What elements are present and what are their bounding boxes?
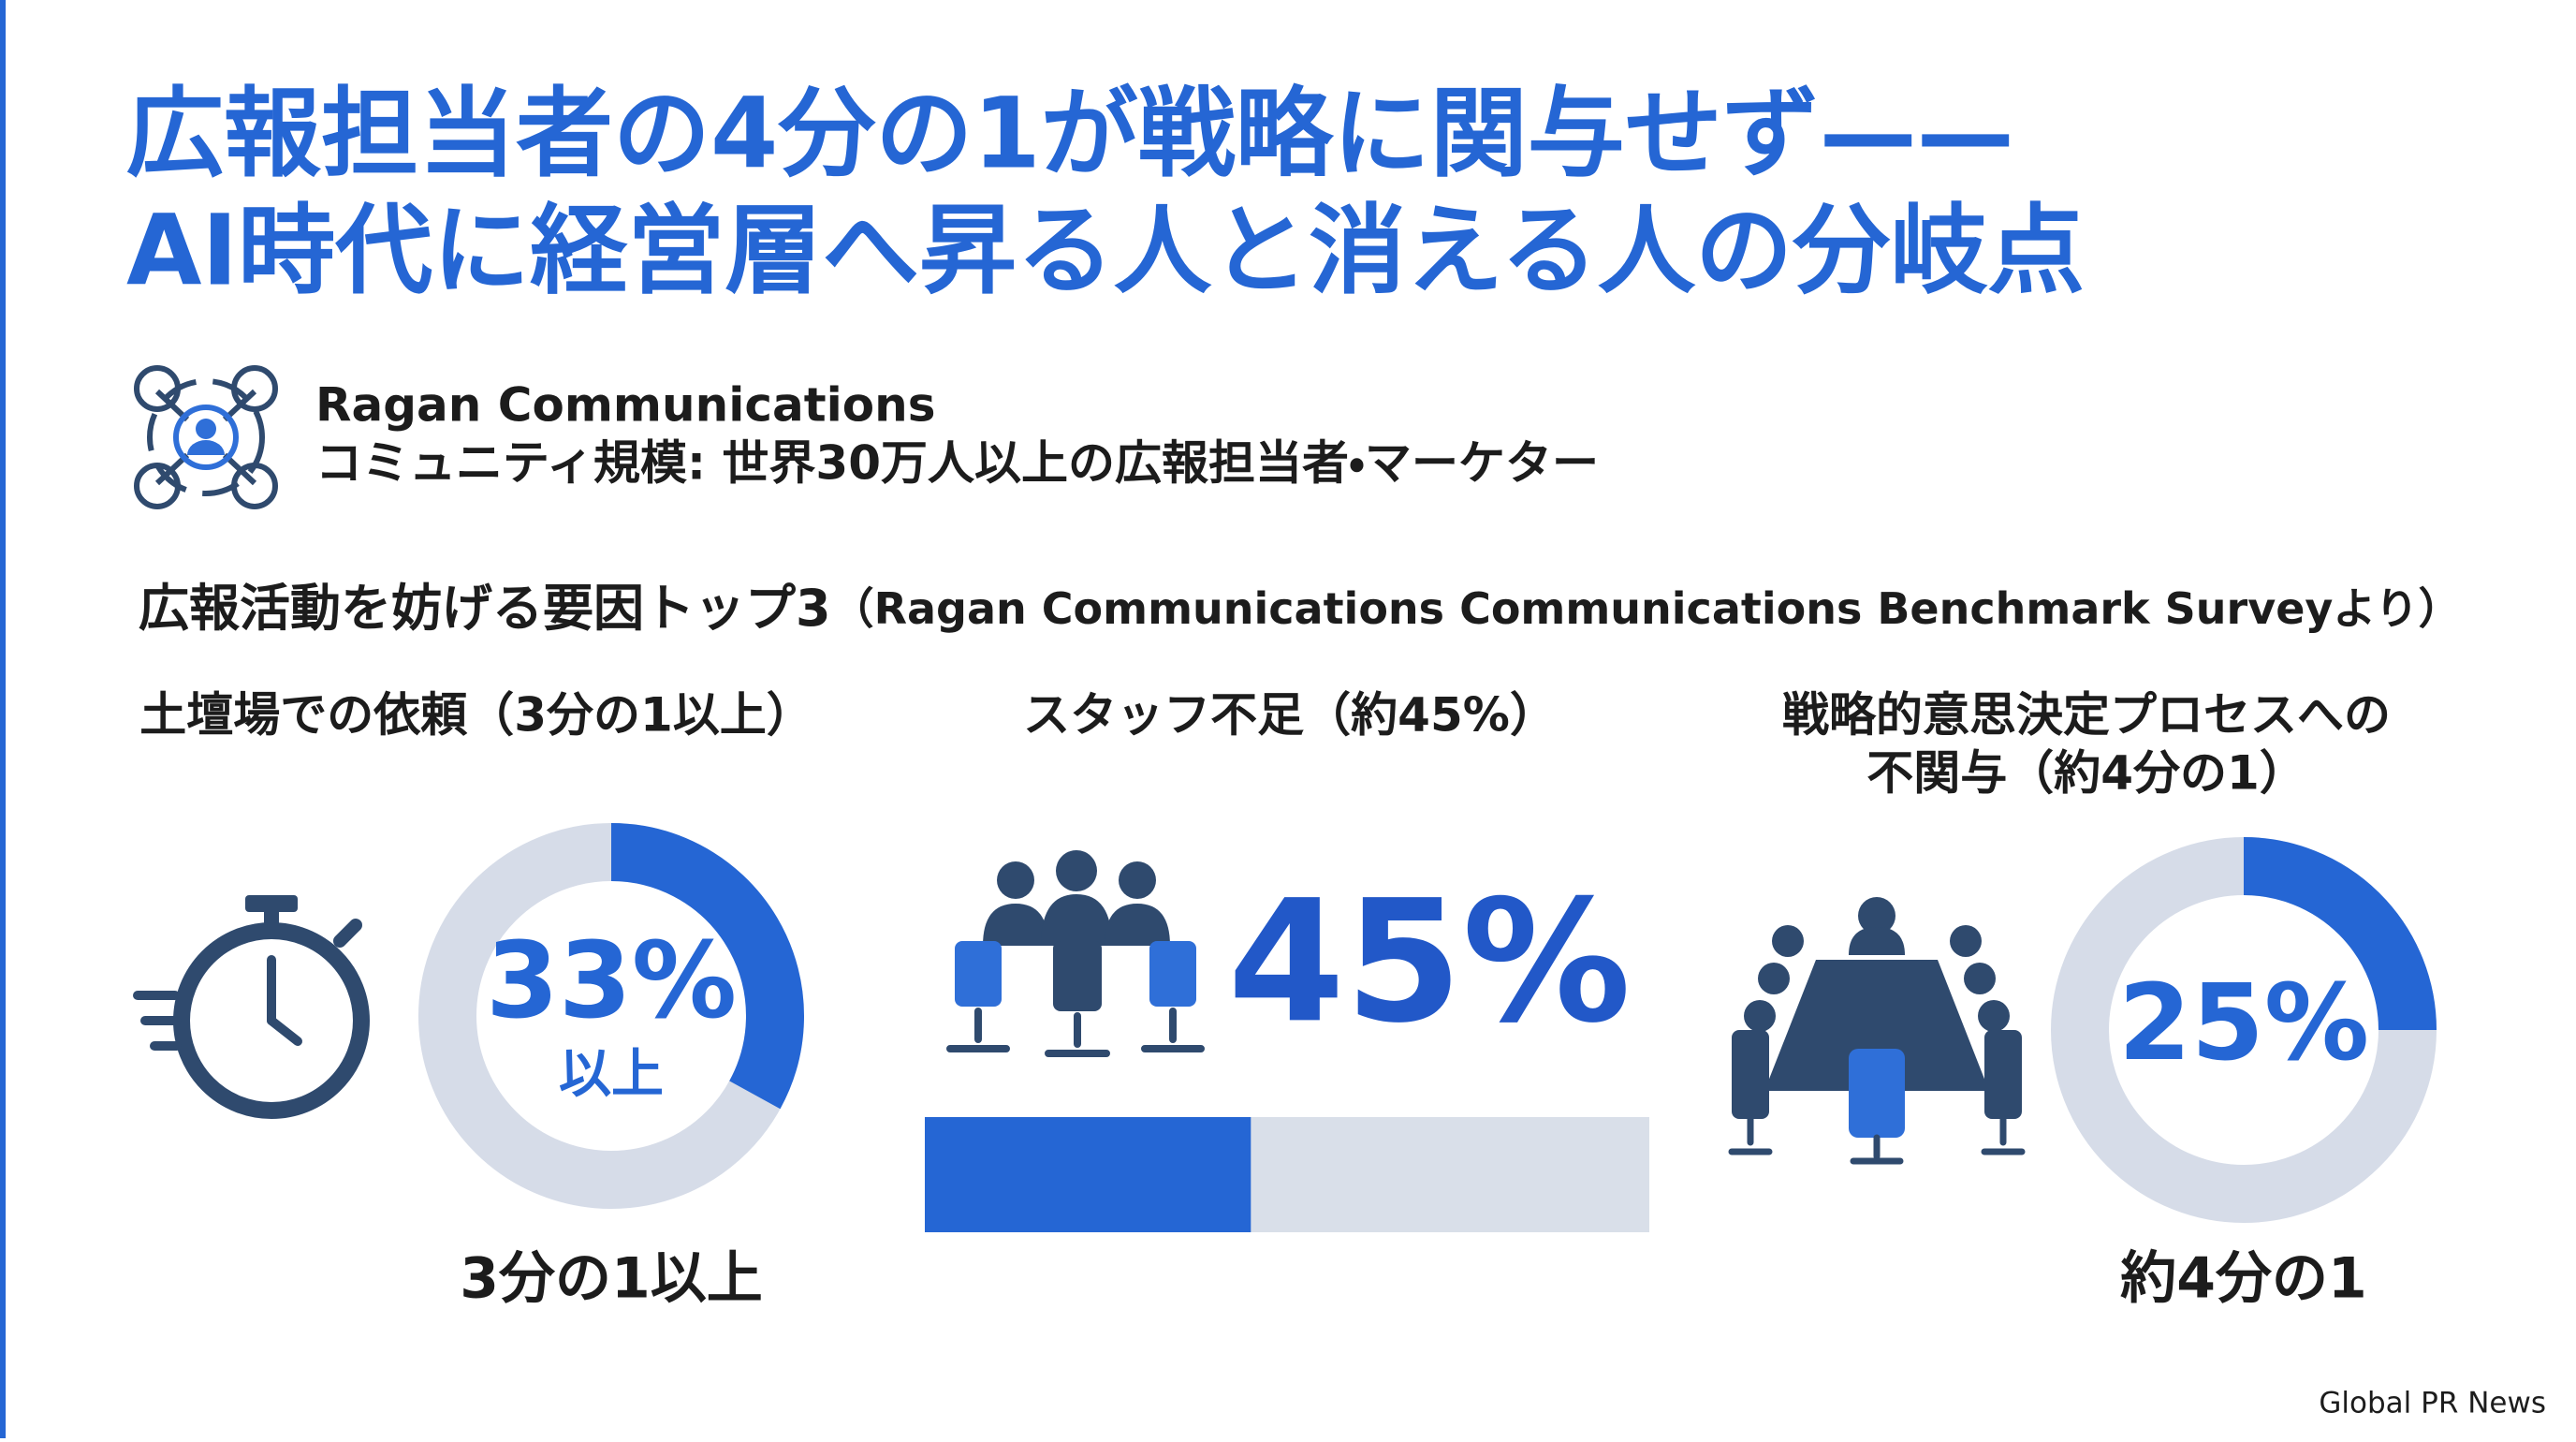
bar-value: 45%: [1228, 864, 1632, 1060]
donut-arc: [2243, 837, 2437, 1031]
donut-sublabel: 以上: [559, 1044, 664, 1105]
bar-fill: [925, 1117, 1251, 1232]
icon-person: [196, 419, 216, 439]
item-label: 戦略的意思決定プロセスへの: [1782, 688, 2391, 743]
title-line: 広報担当者の4分の1が戦略に関与せず——: [126, 76, 2014, 190]
donut-value: 33%: [486, 920, 737, 1042]
footer-credit: Global PR News: [2319, 1387, 2546, 1420]
source-name: Ragan Communications: [315, 378, 935, 433]
donut-value: 25%: [2118, 963, 2369, 1084]
item-label: 土壇場での依頼（3分の1以上）: [139, 688, 813, 743]
stopwatch-icon: [133, 895, 370, 1119]
donut-arc: [610, 823, 804, 1110]
left-border: [0, 0, 6, 1438]
donut-caption: 3分の1以上: [460, 1246, 763, 1312]
staff-icon: [946, 850, 1205, 1057]
item-label: スタッフ不足（約45%）: [1023, 688, 1557, 743]
community-icon: [134, 365, 278, 509]
item-label: 不関与（約4分の1）: [1866, 746, 2306, 801]
section-title: 広報活動を妨げる要因トップ3: [139, 579, 831, 638]
section-heading: 広報活動を妨げる要因トップ3（Ragan Communications Comm…: [139, 579, 2461, 638]
meeting-icon: [1728, 897, 2026, 1165]
donut-caption: 約4分の1: [2120, 1246, 2367, 1312]
title-line: AI時代に経営層へ昇る人と消える人の分岐点: [126, 193, 2085, 307]
section-note: （Ragan Communications Communications Ben…: [831, 583, 2462, 634]
source-description: コミュニティ規模: 世界30万人以上の広報担当者・マーケター: [315, 436, 1599, 491]
icon-person: [187, 440, 225, 455]
